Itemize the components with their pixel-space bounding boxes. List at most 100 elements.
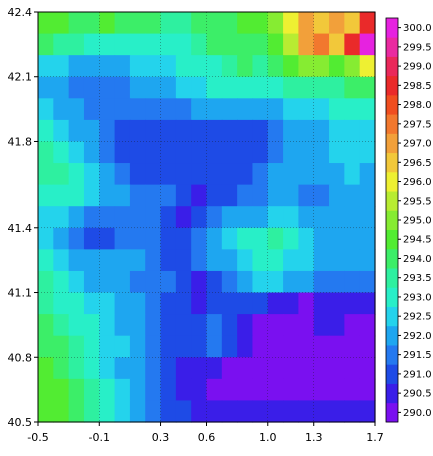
heatmap-cell: [206, 335, 223, 358]
heatmap-cell: [38, 33, 54, 56]
heatmap-cell: [313, 314, 330, 337]
heatmap-cell: [252, 314, 269, 337]
colorbar-swatch: [386, 94, 398, 115]
heatmap-cell: [53, 206, 70, 229]
x-tick-label: -0.1: [89, 431, 110, 444]
heatmap-cell: [191, 400, 208, 423]
heatmap-cell: [160, 249, 177, 272]
heatmap-cell: [359, 184, 376, 207]
heatmap-cell: [313, 335, 330, 358]
heatmap-cell: [145, 314, 162, 337]
heatmap-cell: [237, 206, 254, 229]
heatmap-cell: [267, 292, 284, 315]
heatmap-cell: [191, 119, 208, 143]
heatmap-cell: [83, 55, 100, 78]
heatmap-cell: [221, 206, 238, 229]
heatmap-cell: [191, 33, 208, 56]
heatmap-cell: [191, 163, 208, 186]
heatmap-cell: [359, 357, 376, 380]
heatmap-cell: [129, 270, 146, 294]
heatmap-cell: [38, 227, 54, 250]
heatmap-cell: [283, 270, 300, 294]
heatmap-cell: [329, 357, 345, 380]
heatmap-cell: [221, 141, 238, 164]
heatmap-cell: [329, 98, 345, 121]
heatmap-cell: [221, 314, 238, 337]
heatmap-cell: [114, 141, 131, 164]
heatmap-cell: [298, 378, 315, 402]
heatmap-cell: [206, 378, 223, 402]
heatmap-cell: [359, 163, 376, 186]
heatmap-cell: [160, 227, 177, 250]
heatmap-cell: [68, 98, 85, 121]
heatmap-cell: [206, 314, 223, 337]
heatmap-cell: [129, 357, 146, 380]
heatmap-cell: [99, 378, 116, 402]
heatmap-cell: [298, 119, 315, 143]
heatmap-cell: [359, 400, 376, 423]
heatmap-cell: [359, 206, 376, 229]
heatmap-cell: [359, 119, 376, 143]
heatmap-cell: [145, 400, 162, 423]
heatmap-cell: [206, 55, 223, 78]
heatmap-cell: [53, 55, 70, 78]
colorbar-label: 293.0: [403, 292, 432, 303]
heatmap-cell: [160, 76, 177, 99]
heatmap-cell: [145, 55, 162, 78]
heatmap-cell: [237, 292, 254, 315]
heatmap-cell: [175, 163, 192, 186]
heatmap-cell: [267, 314, 284, 337]
heatmap-cell: [145, 335, 162, 358]
heatmap-cell: [252, 12, 269, 35]
heatmap-cell: [359, 378, 376, 402]
heatmap-cell: [267, 400, 284, 423]
heatmap-cell: [329, 119, 345, 143]
heatmap-cell: [83, 314, 100, 337]
heatmap-cell: [191, 292, 208, 315]
colorbar-label: 290.0: [403, 408, 432, 419]
heatmap-cell: [252, 400, 269, 423]
heatmap-cell: [298, 33, 315, 56]
heatmap-cell: [83, 184, 100, 207]
heatmap-cell: [38, 76, 54, 99]
heatmap-cell: [298, 141, 315, 164]
heatmap-cell: [267, 270, 284, 294]
heatmap-cell: [298, 76, 315, 99]
heatmap-cell: [329, 292, 345, 315]
heatmap-cell: [252, 141, 269, 164]
heatmap-cell: [283, 335, 300, 358]
heatmap-cell: [283, 357, 300, 380]
heatmap-cell: [175, 249, 192, 272]
heatmap-cell: [129, 12, 146, 35]
heatmap-cell: [252, 378, 269, 402]
colorbar-label: 292.5: [403, 312, 432, 323]
heatmap-cell: [313, 400, 330, 423]
heatmap-cell: [344, 163, 361, 186]
heatmap-cell: [298, 400, 315, 423]
heatmap-cell: [191, 335, 208, 358]
heatmap-cell: [329, 400, 345, 423]
heatmap-cell: [252, 76, 269, 99]
heatmap-cell: [221, 335, 238, 358]
heatmap-cell: [145, 33, 162, 56]
heatmap-cell: [68, 12, 85, 35]
heatmap-cell: [237, 119, 254, 143]
y-tick-label: 42.4: [8, 6, 33, 19]
heatmap-cell: [68, 378, 85, 402]
heatmap-cell: [252, 249, 269, 272]
heatmap-cell: [38, 98, 54, 121]
heatmap-cell: [175, 55, 192, 78]
x-tick-label: 1.7: [366, 431, 384, 444]
heatmap-cell: [221, 12, 238, 35]
heatmap-cell: [53, 141, 70, 164]
heatmap-cell: [344, 184, 361, 207]
plot-area: [37, 11, 376, 423]
heatmap-cell: [114, 184, 131, 207]
heatmap-cell: [344, 227, 361, 250]
heatmap-cell: [267, 227, 284, 250]
heatmap-cell: [83, 206, 100, 229]
heatmap-cell: [237, 33, 254, 56]
heatmap-cell: [267, 12, 284, 35]
heatmap-cell: [344, 292, 361, 315]
colorbar-swatch: [386, 152, 398, 173]
